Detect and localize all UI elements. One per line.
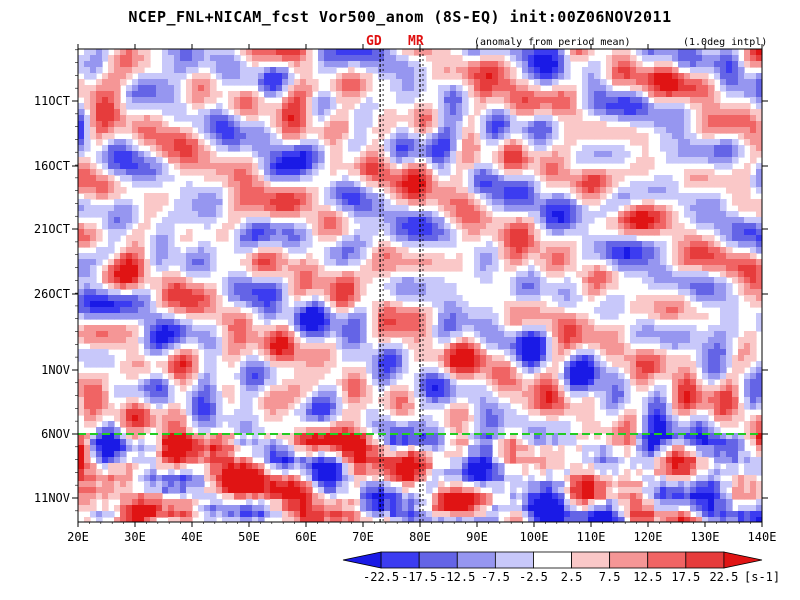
colorbar-box xyxy=(571,551,611,569)
x-tick-label: 100E xyxy=(520,530,549,544)
vorticity-field xyxy=(78,49,762,522)
colorbar-label: 12.5 xyxy=(633,570,662,584)
x-tick-label: 50E xyxy=(238,530,260,544)
colorbar-unit: [s-1] xyxy=(744,570,780,584)
gd-line-label: GD xyxy=(366,34,382,49)
x-axis: 20E 30E 40E 50E 60E 70E 80E 90E 100E 110E 120E 130E… xyxy=(67,44,776,544)
x-tick-label: 140E xyxy=(748,530,777,544)
y-tick-label: 21OCT xyxy=(34,222,70,236)
colorbar-box xyxy=(494,551,534,569)
y-tick-label: 11NOV xyxy=(34,491,70,505)
interpolation-note: (1.0deg intpl) xyxy=(683,37,768,48)
x-tick-label: 20E xyxy=(67,530,89,544)
colorbar: -22.5 -17.5 -12.5 -7.5 -2.5 2.5 7.5 12.5 17.5 22.… xyxy=(342,551,780,584)
x-tick-label: 40E xyxy=(181,530,203,544)
x-tick-label: 80E xyxy=(409,530,431,544)
colorbar-label: -12.5 xyxy=(439,570,475,584)
y-tick-label: 16OCT xyxy=(34,159,70,173)
colorbar-label: -7.5 xyxy=(481,570,510,584)
colorbar-arrow-low xyxy=(342,551,382,569)
colorbar-label: -2.5 xyxy=(519,570,548,584)
y-axis: 11OCT 16OCT 21OCT 26OCT 1NOV 6NOV 11NOV xyxy=(34,49,768,512)
colorbar-arrow-high xyxy=(723,551,763,569)
colorbar-box xyxy=(456,551,496,569)
colorbar-label: 22.5 xyxy=(709,570,738,584)
x-tick-label: 110E xyxy=(577,530,606,544)
x-tick-label: 70E xyxy=(352,530,374,544)
colorbar-label: 17.5 xyxy=(671,570,700,584)
colorbar-label: -17.5 xyxy=(401,570,437,584)
chart-subtitle: (anomaly from period mean) xyxy=(474,37,631,48)
x-tick-label: 90E xyxy=(466,530,488,544)
colorbar-label: -22.5 xyxy=(363,570,399,584)
y-tick-label: 1NOV xyxy=(41,363,70,377)
chart-title: NCEP_FNL+NICAM_fcst Vor500_anom (8S-EQ) … xyxy=(128,8,672,26)
colorbar-label: 2.5 xyxy=(561,570,583,584)
y-tick-label: 11OCT xyxy=(34,94,70,108)
colorbar-label: 7.5 xyxy=(599,570,621,584)
colorbar-box xyxy=(647,551,687,569)
reference-lines xyxy=(379,49,424,522)
y-tick-label: 26OCT xyxy=(34,287,70,301)
colorbar-box xyxy=(609,551,649,569)
y-tick-label: 6NOV xyxy=(41,427,70,441)
x-tick-label: 60E xyxy=(295,530,317,544)
x-tick-label: 30E xyxy=(124,530,146,544)
x-tick-label: 120E xyxy=(634,530,663,544)
colorbar-box xyxy=(380,551,420,569)
colorbar-box xyxy=(533,551,572,569)
colorbar-box xyxy=(418,551,458,569)
colorbar-box xyxy=(685,551,725,569)
x-tick-label: 130E xyxy=(691,530,720,544)
